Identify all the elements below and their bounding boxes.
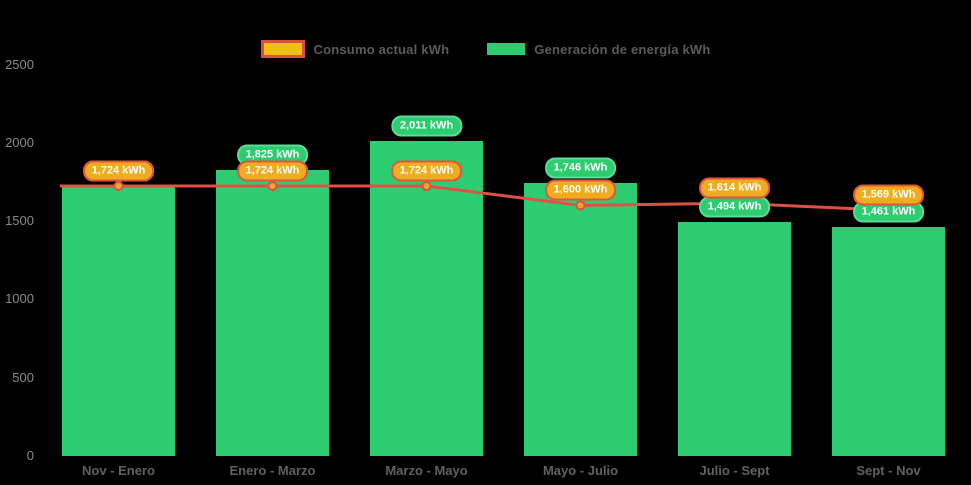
consumption-value-badge: 1,724 kWh xyxy=(236,160,309,182)
generation-bar[interactable] xyxy=(216,170,329,456)
x-axis-label: Marzo - Mayo xyxy=(385,463,468,478)
consumption-value-badge: 1,600 kWh xyxy=(544,179,617,201)
consumption-line-point[interactable] xyxy=(421,181,432,192)
y-axis-tick: 500 xyxy=(12,369,34,385)
generation-bar[interactable] xyxy=(524,182,637,456)
generation-bar[interactable] xyxy=(62,186,175,456)
x-axis-label: Julio - Sept xyxy=(699,463,770,478)
consumption-line-point[interactable] xyxy=(575,200,586,211)
generation-bar[interactable] xyxy=(370,141,483,456)
consumption-value-badge: 1,614 kWh xyxy=(698,177,771,199)
legend-item-consumption[interactable]: Consumo actual kWh xyxy=(260,40,450,58)
consumption-line-point[interactable] xyxy=(267,181,278,192)
generation-value-badge: 2,011 kWh xyxy=(390,115,463,137)
consumption-line-point[interactable] xyxy=(113,181,124,192)
y-axis-tick: 2000 xyxy=(5,134,34,150)
chart-legend: Consumo actual kWh Generación de energía… xyxy=(0,40,971,58)
y-axis-tick: 0 xyxy=(26,448,34,463)
consumption-value-badge: 1,724 kWh xyxy=(82,160,155,182)
x-axis-label: Nov - Enero xyxy=(82,463,155,478)
generation-value-badge: 1,461 kWh xyxy=(852,201,925,223)
consumption-value-badge: 1,569 kWh xyxy=(852,184,925,206)
legend-item-generation[interactable]: Generación de energía kWh xyxy=(487,42,710,57)
x-axis-label: Enero - Marzo xyxy=(229,463,316,478)
consumption-value-badge: 1,724 kWh xyxy=(390,160,463,182)
generation-bar[interactable] xyxy=(832,227,945,456)
y-axis-tick: 1500 xyxy=(5,213,34,229)
x-axis-label: Sept - Nov xyxy=(856,463,921,478)
consumption-swatch-icon xyxy=(260,40,305,58)
x-axis-label: Mayo - Julio xyxy=(542,463,619,478)
generation-swatch-icon xyxy=(487,43,526,55)
generation-bar[interactable] xyxy=(678,222,791,456)
generation-value-badge: 1,746 kWh xyxy=(544,157,617,179)
legend-label-consumption: Consumo actual kWh xyxy=(313,41,450,57)
legend-label-generation: Generación de energía kWh xyxy=(534,41,711,57)
generation-value-badge: 1,494 kWh xyxy=(698,196,771,218)
y-axis-tick: 2500 xyxy=(5,56,34,72)
y-axis-tick: 1000 xyxy=(5,291,34,307)
